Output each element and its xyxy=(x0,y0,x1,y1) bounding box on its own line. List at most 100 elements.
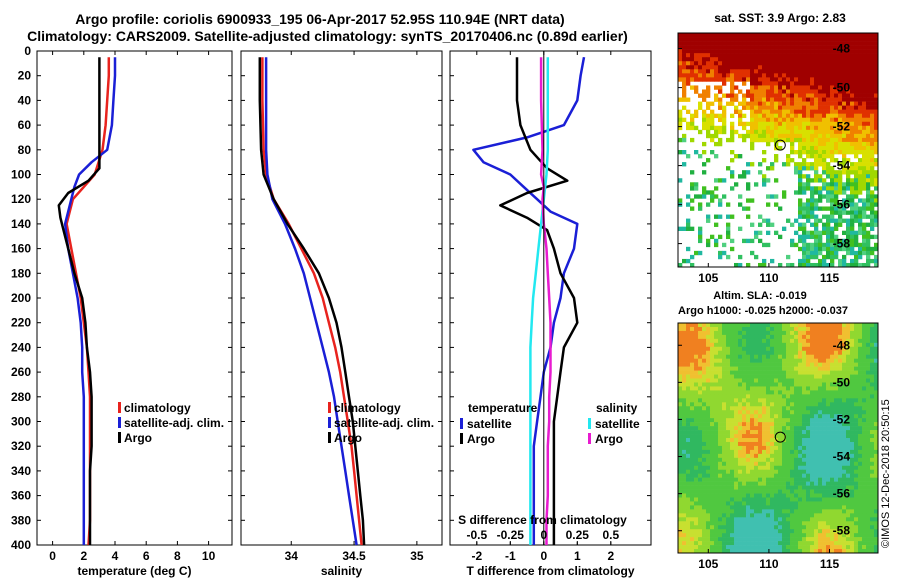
map-cell xyxy=(774,374,779,379)
map-cell xyxy=(738,394,743,399)
map-cell xyxy=(690,170,695,175)
map-cell xyxy=(798,402,803,407)
map-cell xyxy=(754,525,759,530)
map-cell xyxy=(678,517,683,522)
map-cell xyxy=(778,434,783,439)
map-cell xyxy=(842,218,847,223)
map-cell xyxy=(730,386,735,391)
map-cell xyxy=(746,73,751,78)
map-cell xyxy=(702,121,707,127)
map-cell xyxy=(830,541,835,546)
map-cell xyxy=(814,105,819,110)
map-cell xyxy=(790,505,795,510)
map-cell xyxy=(802,438,807,443)
map-cell xyxy=(682,150,687,155)
map-cell xyxy=(766,109,771,114)
map-cell xyxy=(710,426,715,431)
map-cell xyxy=(830,465,835,471)
map-cell xyxy=(790,414,795,419)
map-cell xyxy=(682,57,687,62)
map-cell xyxy=(846,378,851,383)
map-cell xyxy=(710,394,715,399)
map-cell xyxy=(734,182,739,187)
map-cell xyxy=(846,418,851,423)
s-axis-tick-label: -0.5 xyxy=(466,528,487,542)
map-cell xyxy=(742,473,747,478)
map-cell xyxy=(766,129,771,135)
map-cell xyxy=(834,125,839,131)
map-cell xyxy=(758,426,763,431)
map-cell xyxy=(706,113,711,119)
map-cell xyxy=(762,158,767,163)
map-cell xyxy=(830,426,835,431)
map-cell xyxy=(846,242,851,248)
map-cell xyxy=(782,109,787,114)
map-cell xyxy=(810,485,815,490)
map-cell xyxy=(710,69,715,74)
map-cell xyxy=(734,97,739,102)
map-cell xyxy=(802,234,807,240)
map-cell xyxy=(774,469,779,474)
map-cell xyxy=(742,69,747,74)
map-cell xyxy=(778,346,783,352)
map-cell xyxy=(750,434,755,439)
map-cell xyxy=(738,77,743,82)
map-cell xyxy=(694,358,699,363)
map-cell xyxy=(718,137,723,143)
map-cell xyxy=(866,89,871,94)
map-cell xyxy=(786,33,791,38)
map-cell xyxy=(854,434,859,439)
map-cell xyxy=(682,545,687,550)
map-cell xyxy=(830,374,835,379)
map-cell xyxy=(726,49,731,54)
map-cell xyxy=(842,182,847,187)
map-cell xyxy=(738,509,743,514)
map-cell xyxy=(706,330,711,336)
map-cell xyxy=(802,202,807,207)
map-cell xyxy=(874,509,878,514)
map-cell xyxy=(682,465,687,471)
map-cell xyxy=(834,406,839,411)
map-cell xyxy=(794,449,799,455)
argo-location-marker xyxy=(774,139,786,151)
map-cell xyxy=(802,174,807,179)
map-cell xyxy=(686,366,691,371)
map-cell xyxy=(694,334,699,340)
map-cell xyxy=(834,445,839,451)
map-cell xyxy=(778,33,783,38)
map-cell xyxy=(698,438,703,443)
map-cell xyxy=(766,346,771,352)
map-cell xyxy=(842,445,847,451)
map-cell xyxy=(810,45,815,50)
map-cell xyxy=(862,182,867,187)
map-cell xyxy=(726,330,731,336)
map-cell xyxy=(854,77,859,82)
map-cell xyxy=(802,394,807,399)
map-cell xyxy=(682,493,687,498)
map-cell xyxy=(690,525,695,530)
map-cell xyxy=(874,402,878,407)
map-cell xyxy=(862,85,867,90)
map-cell xyxy=(678,378,683,383)
map-cell xyxy=(866,481,871,486)
map-cell xyxy=(774,81,779,86)
map-cell xyxy=(770,434,775,439)
map-cell xyxy=(798,493,803,498)
map-cell xyxy=(838,133,843,139)
map-cell xyxy=(738,89,743,94)
map-cell xyxy=(694,402,699,407)
map-cell xyxy=(850,162,855,167)
map-cell xyxy=(746,426,751,431)
map-cell xyxy=(730,174,735,179)
map-cell xyxy=(766,505,771,510)
map-cell xyxy=(678,37,683,42)
map-cell xyxy=(846,529,851,534)
map-cell xyxy=(834,521,839,526)
map-cell xyxy=(730,453,735,459)
map-cell xyxy=(798,418,803,423)
map-cell xyxy=(710,125,715,131)
map-cell xyxy=(710,350,715,356)
map-cell xyxy=(734,323,739,328)
map-cell xyxy=(750,489,755,494)
map-cell xyxy=(826,125,831,131)
